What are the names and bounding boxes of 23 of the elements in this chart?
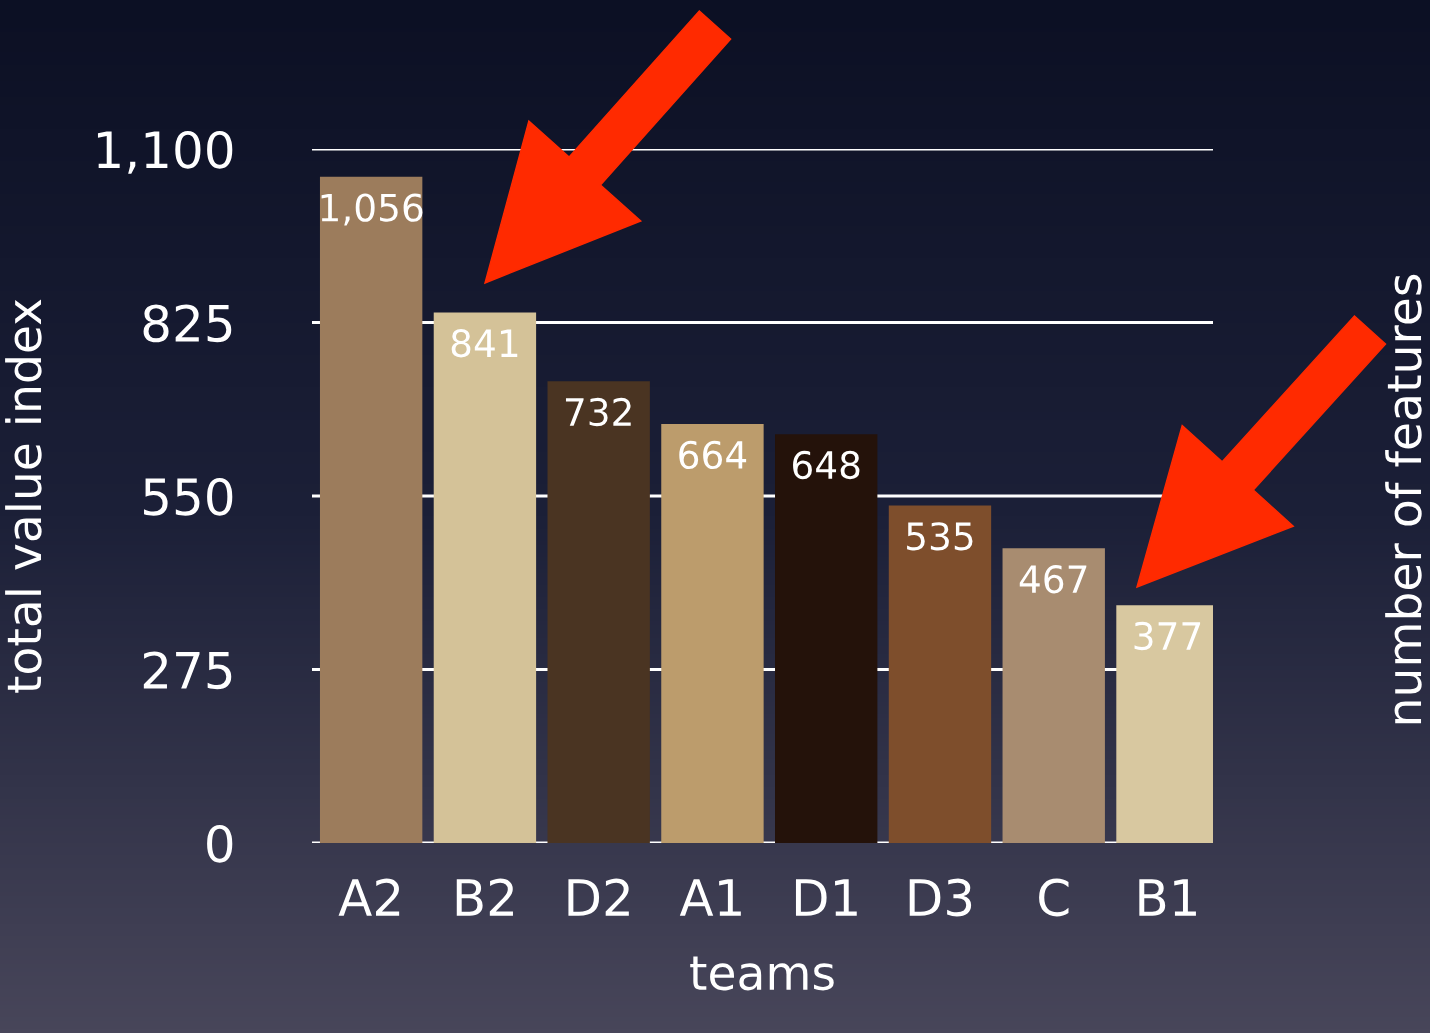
x-tick-label: C xyxy=(1039,878,1069,917)
y-tick-label: 550 xyxy=(144,477,233,516)
data-label: 664 xyxy=(679,440,747,470)
y-tick-label: 0 xyxy=(207,824,233,863)
y-tick-label: 275 xyxy=(143,651,232,690)
x-tick-label: B2 xyxy=(456,878,513,916)
y-axis-title: total value index xyxy=(5,299,42,693)
y2-axis-title: number of features xyxy=(1385,274,1422,724)
x-tick-label: B1 xyxy=(1139,879,1196,916)
x-tick-label: D3 xyxy=(909,878,972,917)
data-label: 377 xyxy=(1134,621,1201,651)
data-label: 467 xyxy=(1019,565,1087,594)
y-tick-label: 1,100 xyxy=(97,130,233,174)
data-label: 648 xyxy=(793,450,860,480)
x-tick-label: A2 xyxy=(338,878,400,916)
x-tick-label: A1 xyxy=(679,879,741,916)
data-label: 732 xyxy=(565,397,631,427)
y-tick-label: 825 xyxy=(143,304,232,343)
data-label: 841 xyxy=(451,329,518,358)
x-axis-title: teams xyxy=(690,956,834,991)
x-tick-label: D2 xyxy=(568,878,629,916)
data-label: 535 xyxy=(907,522,973,551)
x-tick-label: D1 xyxy=(795,879,857,916)
